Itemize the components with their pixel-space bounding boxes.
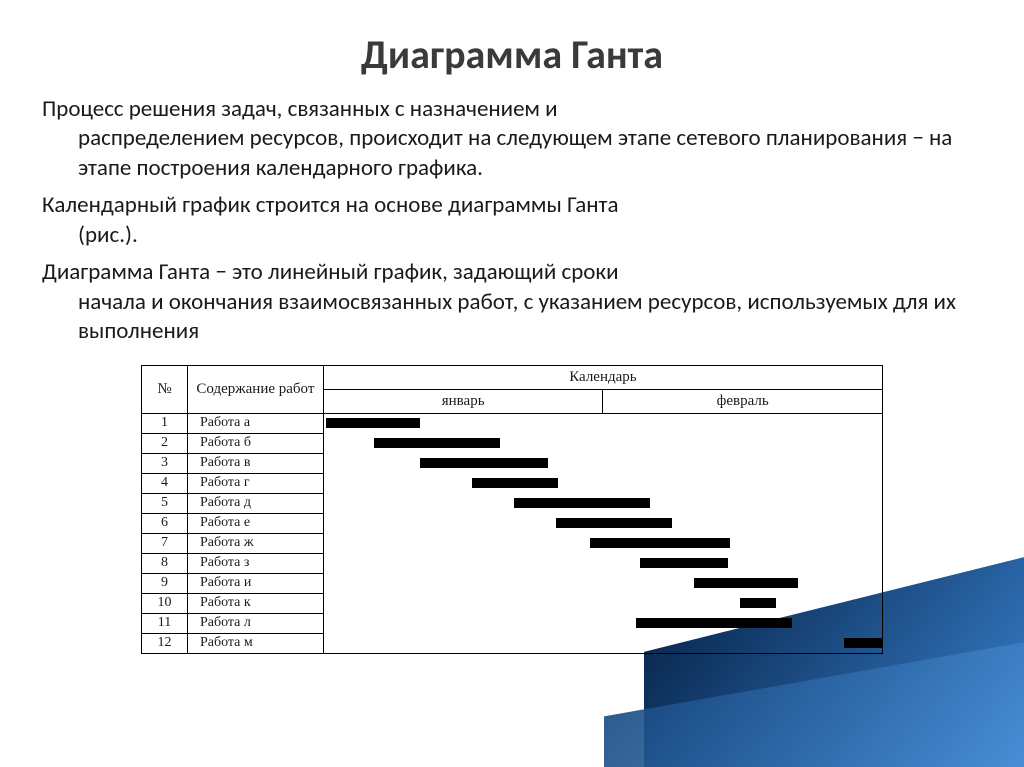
paragraph: Процесс решения задач, связанных с назна…	[42, 95, 982, 183]
gantt-bar	[844, 638, 882, 648]
table-row: 6Работа е	[142, 513, 883, 533]
row-label: Работа м	[187, 633, 323, 653]
gantt-cell	[323, 593, 882, 613]
row-number: 9	[142, 573, 188, 593]
page-title: Диаграмма Ганта	[42, 30, 982, 79]
gantt-bar	[636, 618, 792, 628]
gantt-chart: № Содержание работ Календарь январь февр…	[141, 365, 883, 654]
gantt-bar	[694, 578, 798, 588]
row-number: 3	[142, 453, 188, 473]
table-row: 2Работа б	[142, 433, 883, 453]
gantt-cell	[323, 513, 882, 533]
row-number: 7	[142, 533, 188, 553]
table-header-num: №	[142, 365, 188, 413]
table-row: 8Работа з	[142, 553, 883, 573]
row-label: Работа ж	[187, 533, 323, 553]
gantt-cell	[323, 453, 882, 473]
row-label: Работа и	[187, 573, 323, 593]
gantt-cell	[323, 413, 882, 433]
row-label: Работа к	[187, 593, 323, 613]
gantt-bar	[420, 458, 548, 468]
row-number: 10	[142, 593, 188, 613]
paragraph-text: (рис.).	[42, 221, 982, 250]
gantt-cell	[323, 613, 882, 633]
paragraph-text: начала и окончания взаимосвязанных работ…	[42, 288, 982, 347]
paragraph-text: Календарный график строится на основе ди…	[42, 191, 618, 219]
table-row: 9Работа и	[142, 573, 883, 593]
gantt-cell	[323, 473, 882, 493]
row-label: Работа б	[187, 433, 323, 453]
row-label: Работа з	[187, 553, 323, 573]
table-row: 4Работа г	[142, 473, 883, 493]
table-header-month: февраль	[603, 389, 883, 413]
row-number: 5	[142, 493, 188, 513]
gantt-bar	[326, 418, 420, 428]
row-number: 11	[142, 613, 188, 633]
gantt-bar	[472, 478, 558, 488]
row-label: Работа а	[187, 413, 323, 433]
gantt-cell	[323, 553, 882, 573]
paragraph-text: Диаграмма Ганта − это линейный график, з…	[42, 258, 619, 286]
table-row: 5Работа д	[142, 493, 883, 513]
gantt-bar	[740, 598, 776, 608]
row-label: Работа г	[187, 473, 323, 493]
gantt-bar	[374, 438, 500, 448]
table-row: 7Работа ж	[142, 533, 883, 553]
row-number: 6	[142, 513, 188, 533]
row-number: 4	[142, 473, 188, 493]
row-number: 1	[142, 413, 188, 433]
table-row: 10Работа к	[142, 593, 883, 613]
table-row: 1Работа а	[142, 413, 883, 433]
paragraph-text: Процесс решения задач, связанных с назна…	[42, 95, 558, 123]
gantt-cell	[323, 573, 882, 593]
gantt-bar	[590, 538, 730, 548]
table-row: 11Работа л	[142, 613, 883, 633]
paragraph-text: распределением ресурсов, происходит на с…	[42, 124, 982, 183]
gantt-cell	[323, 633, 882, 653]
gantt-bar	[514, 498, 650, 508]
row-number: 8	[142, 553, 188, 573]
gantt-cell	[323, 433, 882, 453]
row-number: 2	[142, 433, 188, 453]
row-label: Работа д	[187, 493, 323, 513]
paragraph: Диаграмма Ганта − это линейный график, з…	[42, 258, 982, 346]
row-number: 12	[142, 633, 188, 653]
gantt-bar	[640, 558, 728, 568]
row-label: Работа л	[187, 613, 323, 633]
row-label: Работа в	[187, 453, 323, 473]
row-label: Работа е	[187, 513, 323, 533]
table-row: 3Работа в	[142, 453, 883, 473]
gantt-bar	[556, 518, 672, 528]
table-row: 12Работа м	[142, 633, 883, 653]
table-header-month: январь	[323, 389, 603, 413]
gantt-cell	[323, 493, 882, 513]
gantt-cell	[323, 533, 882, 553]
paragraph: Календарный график строится на основе ди…	[42, 191, 982, 250]
table-header-content: Содержание работ	[187, 365, 323, 413]
table-header-calendar: Календарь	[323, 365, 882, 389]
